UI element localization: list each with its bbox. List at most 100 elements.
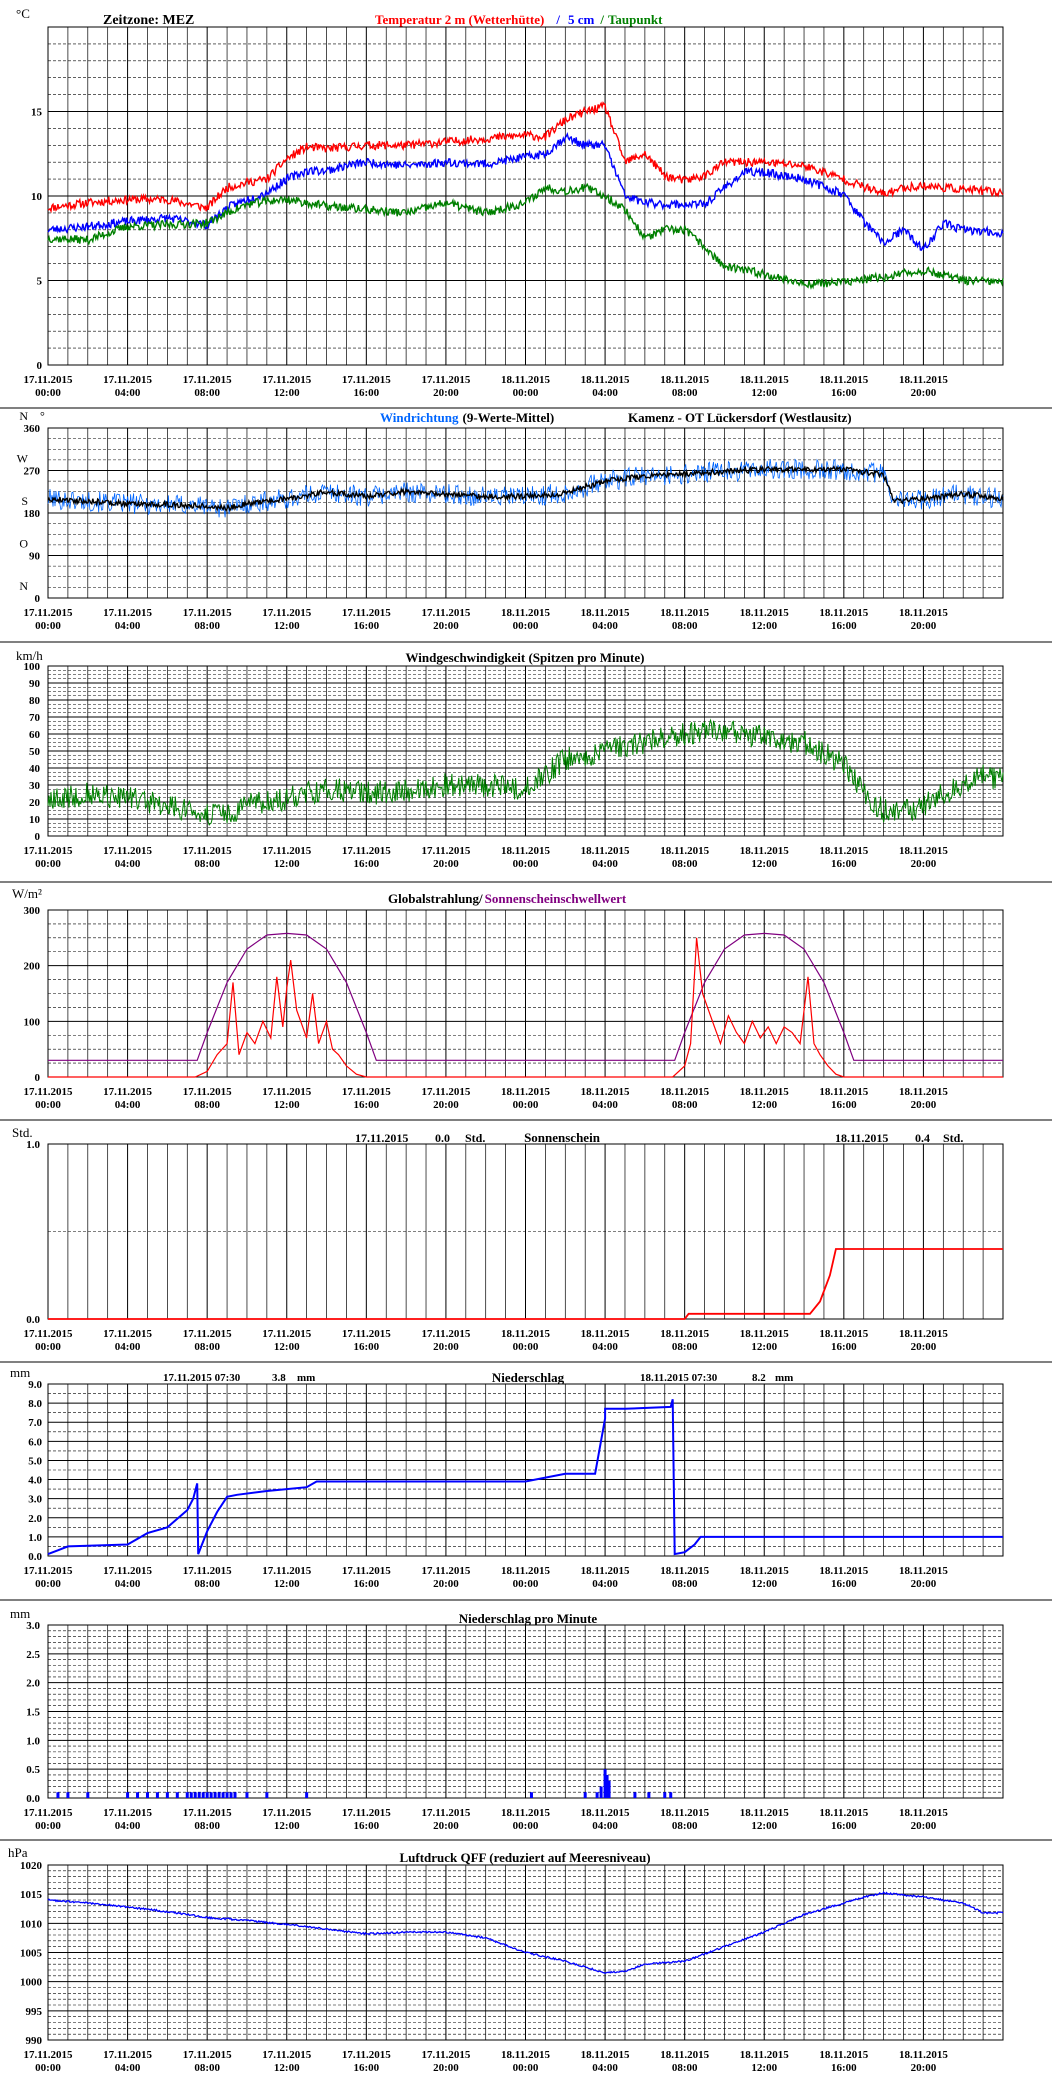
series-line-Temperatur 2 m (Wetterhütte) xyxy=(47,101,1004,214)
y-tick-label: 0 xyxy=(35,1072,41,1084)
y-tick-label: 50 xyxy=(29,746,41,758)
x-tick-time: 08:00 xyxy=(194,1099,220,1111)
x-tick-date: 17.11.2015 xyxy=(421,845,470,857)
x-tick-date: 18.11.2015 xyxy=(899,1328,948,1340)
series-line-windgeschwindigkeit xyxy=(47,718,1004,826)
chart-title-pressure: Luftdruck QFF (reduziert auf Meeresnivea… xyxy=(399,1850,650,1865)
x-tick-time: 12:00 xyxy=(274,858,300,870)
x-tick-time: 12:00 xyxy=(751,1341,777,1353)
precip-bar xyxy=(217,1792,221,1798)
x-tick-date: 17.11.2015 xyxy=(262,2049,311,2061)
x-tick-time: 08:00 xyxy=(672,1099,698,1111)
station-label: Kamenz - OT Lückersdorf (Westlausitz) xyxy=(628,410,852,425)
x-tick-time: 20:00 xyxy=(433,858,459,870)
precip-bar xyxy=(197,1792,201,1798)
x-tick-time: 16:00 xyxy=(831,2062,857,2074)
y-tick-label: 3.0 xyxy=(26,1620,40,1632)
y-tick-label: 5 xyxy=(37,276,43,288)
y-unit-label: mm xyxy=(10,1606,30,1621)
y-tick-label: 270 xyxy=(24,466,41,478)
x-tick-date: 17.11.2015 xyxy=(421,1086,470,1098)
chart-title-temperature: Temperatur 2 m (Wetterhütte) / 5 cm / Taupun… xyxy=(375,12,663,27)
x-tick-time: 16:00 xyxy=(353,1820,379,1832)
annotation-date: 18.11.2015 07:30 xyxy=(640,1372,718,1384)
plot-frame xyxy=(47,1864,1004,2041)
y-tick-label: 70 xyxy=(29,712,41,724)
y-tick-label: 90 xyxy=(29,551,41,563)
x-tick-time: 12:00 xyxy=(751,1820,777,1832)
x-tick-time: 08:00 xyxy=(194,858,220,870)
x-tick-date: 18.11.2015 xyxy=(501,1086,550,1098)
x-tick-date: 17.11.2015 xyxy=(342,845,391,857)
plot-frame xyxy=(47,427,1004,599)
x-tick-date: 17.11.2015 xyxy=(103,1086,152,1098)
chart-title-temperature-part: Temperatur 2 m (Wetterhütte) xyxy=(375,12,544,27)
x-tick-date: 17.11.2015 xyxy=(24,2049,73,2061)
y-tick-label: 0 xyxy=(37,360,43,372)
x-tick-date: 17.11.2015 xyxy=(103,845,152,857)
y-tick-label: 1010 xyxy=(20,1918,43,1930)
y-tick-label: 0.5 xyxy=(26,1764,40,1776)
x-tick-date: 18.11.2015 xyxy=(740,374,789,386)
x-tick-date: 18.11.2015 xyxy=(899,845,948,857)
precip-bar xyxy=(599,1786,603,1798)
precip-bar xyxy=(126,1792,130,1798)
x-tick-date: 18.11.2015 xyxy=(581,2049,630,2061)
y-unit-label: km/h xyxy=(16,648,43,663)
x-tick-time: 00:00 xyxy=(513,858,539,870)
series-line-luftdruck xyxy=(47,1891,1004,1975)
chart-title-precipitation: Niederschlag xyxy=(492,1370,565,1385)
x-tick-date: 18.11.2015 xyxy=(740,2049,789,2061)
x-tick-date: 17.11.2015 xyxy=(103,1328,152,1340)
x-tick-time: 04:00 xyxy=(115,1099,141,1111)
x-tick-date: 18.11.2015 xyxy=(740,1807,789,1819)
x-tick-time: 00:00 xyxy=(513,620,539,632)
x-tick-date: 17.11.2015 xyxy=(103,374,152,386)
precip-bar xyxy=(201,1792,205,1798)
y-direction-letter: N xyxy=(19,409,28,423)
x-tick-time: 12:00 xyxy=(751,1099,777,1111)
y-tick-label: 30 xyxy=(29,780,41,792)
x-tick-date: 18.11.2015 xyxy=(660,845,709,857)
y-tick-label: 1020 xyxy=(20,1860,43,1872)
y-tick-label: 360 xyxy=(24,423,41,435)
y-tick-label: 0.0 xyxy=(26,1793,40,1805)
chart-title-sunshine: Sonnenschein xyxy=(524,1130,601,1145)
y-tick-label: 990 xyxy=(26,2035,43,2047)
x-tick-time: 12:00 xyxy=(274,1578,300,1590)
x-tick-time: 00:00 xyxy=(35,2062,61,2074)
x-tick-time: 00:00 xyxy=(513,1099,539,1111)
precip-bar xyxy=(221,1792,225,1798)
precip-bar xyxy=(663,1792,667,1798)
chart-title-radiation-part: Globalstrahlung/ xyxy=(388,891,483,906)
x-tick-time: 04:00 xyxy=(115,1341,141,1353)
x-tick-time: 04:00 xyxy=(115,620,141,632)
x-tick-time: 00:00 xyxy=(35,1820,61,1832)
x-tick-date: 18.11.2015 xyxy=(819,1086,868,1098)
x-tick-time: 16:00 xyxy=(353,1341,379,1353)
x-tick-date: 18.11.2015 xyxy=(740,845,789,857)
degree-symbol: ° xyxy=(40,409,45,423)
y-tick-label: 20 xyxy=(29,797,41,809)
x-tick-time: 20:00 xyxy=(433,1578,459,1590)
annotation-value: 8.2 xyxy=(752,1372,766,1384)
y-tick-label: 1.5 xyxy=(26,1707,40,1719)
x-tick-time: 20:00 xyxy=(911,2062,937,2074)
x-tick-time: 08:00 xyxy=(672,387,698,399)
annotation-unit: mm xyxy=(297,1372,315,1384)
y-tick-label: 80 xyxy=(29,695,41,707)
precip-bar xyxy=(605,1774,609,1798)
precip-bar xyxy=(213,1792,217,1798)
x-tick-date: 18.11.2015 xyxy=(819,607,868,619)
x-tick-date: 18.11.2015 xyxy=(581,1807,630,1819)
x-tick-date: 18.11.2015 xyxy=(819,1807,868,1819)
x-tick-time: 12:00 xyxy=(274,1341,300,1353)
x-tick-time: 04:00 xyxy=(115,1578,141,1590)
x-tick-date: 18.11.2015 xyxy=(899,1807,948,1819)
x-tick-time: 04:00 xyxy=(592,1341,618,1353)
precip-bar xyxy=(225,1792,229,1798)
y-tick-label: 1015 xyxy=(20,1889,43,1901)
x-tick-time: 20:00 xyxy=(433,1099,459,1111)
